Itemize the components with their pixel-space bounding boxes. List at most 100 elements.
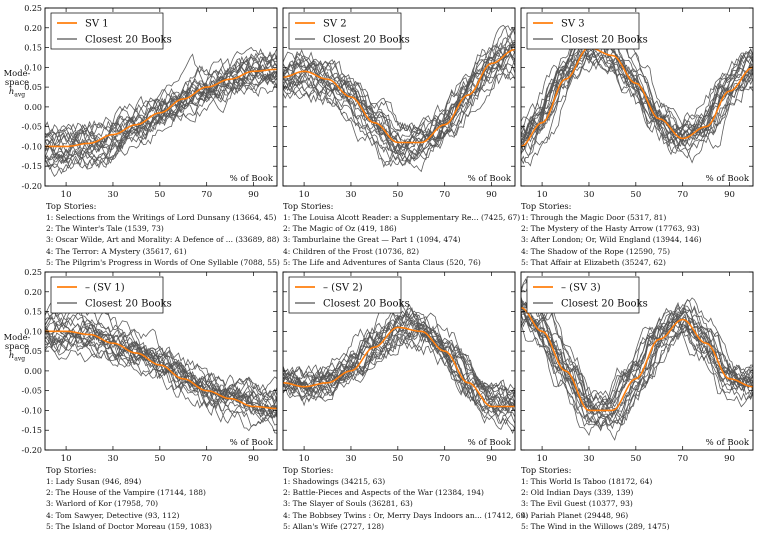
stories-header: Top Stories: bbox=[521, 201, 572, 211]
legend-box bbox=[288, 12, 402, 50]
y-tick-label: 0.25 bbox=[24, 268, 42, 277]
chart-panel-5: 10 30 50 70 90 % of Book – (SV 2) Closest 20 Bo… bbox=[282, 271, 516, 464]
story-item: 3: Tamburlaine the Great — Part 1 (1094,… bbox=[283, 235, 461, 245]
story-item: 1: Selections from the Writings of Lord … bbox=[46, 213, 277, 222]
closest-book-line bbox=[521, 311, 753, 411]
stories-header: Top Stories: bbox=[46, 201, 97, 211]
y-axis-label-top: Mode-space havg bbox=[3, 68, 31, 99]
x-axis-label: % of Book bbox=[706, 174, 750, 184]
story-item: 1: The Louisa Alcott Reader: a Supplemen… bbox=[283, 213, 521, 222]
story-item: 2: Battle-Pieces and Aspects of the War … bbox=[283, 488, 484, 498]
closest-book-line bbox=[283, 318, 515, 408]
legend-box bbox=[526, 276, 640, 314]
lines-group bbox=[521, 15, 753, 167]
chart-panel-4: 10 30 50 70 90 0.25 0.20 0.15 0.10 0.05 0.00 -0.05 -… bbox=[21, 268, 278, 464]
closest-book-line bbox=[45, 334, 277, 426]
x-axis-label: % of Book bbox=[706, 438, 750, 448]
lines-group bbox=[283, 296, 515, 435]
legend-box bbox=[526, 12, 640, 50]
y-tick-label: 0.10 bbox=[24, 63, 42, 72]
y-tick-label: -0.10 bbox=[21, 406, 42, 415]
lines-group bbox=[521, 275, 753, 441]
story-item: 3: The Slayer of Souls (36281, 63) bbox=[283, 499, 413, 509]
y-tick-label: -0.15 bbox=[21, 162, 42, 171]
closest-book-line bbox=[45, 65, 277, 145]
x-tick-label: 50 bbox=[392, 454, 403, 464]
lines-group bbox=[45, 46, 277, 177]
stories-header: Top Stories: bbox=[283, 201, 334, 211]
x-tick-label: 90 bbox=[248, 454, 259, 464]
closest-book-line bbox=[521, 303, 753, 441]
closest-book-line bbox=[521, 304, 753, 415]
legend-label-sv: SV 2 bbox=[323, 19, 347, 30]
story-item: 5: The Pilgrim's Progress in Words of On… bbox=[46, 257, 280, 267]
closest-book-line bbox=[283, 71, 515, 155]
plot-frame bbox=[282, 271, 516, 451]
x-tick-label: 90 bbox=[724, 190, 735, 200]
y-tick-label: 0.25 bbox=[24, 4, 42, 13]
y-tick-label: 0.15 bbox=[24, 308, 42, 317]
legend-label-sv: – (SV 3) bbox=[561, 283, 601, 294]
legend: SV 3 Closest 20 Books bbox=[526, 12, 648, 50]
top-stories-sv3: Top Stories: 1: Through the Magic Door (… bbox=[521, 200, 702, 268]
legend: SV 2 Closest 20 Books bbox=[288, 12, 410, 50]
x-tick-label: 50 bbox=[154, 190, 165, 200]
closest-book-line bbox=[521, 37, 753, 154]
top-stories-neg-sv1: Top Stories: 1: Lady Susan (946, 894) 2:… bbox=[46, 464, 212, 532]
y-tick-label: 0.20 bbox=[24, 288, 42, 297]
closest-book-line bbox=[45, 48, 277, 163]
chart-panel-2: 10 30 50 70 90 % of Book SV 2 Closest 20 Books bbox=[282, 7, 516, 200]
closest-book-line bbox=[45, 67, 277, 177]
x-tick-label: 10 bbox=[537, 454, 548, 464]
x-tick-label: 10 bbox=[61, 190, 72, 200]
story-item: 3: After London; Or, Wild England (13944… bbox=[521, 235, 702, 245]
x-tick-label: 70 bbox=[201, 190, 212, 200]
sv-series-line bbox=[521, 46, 753, 148]
closest-book-line bbox=[521, 275, 753, 414]
y-tick-label: -0.15 bbox=[21, 426, 42, 435]
chart-panel-6: 10 30 50 70 90 % of Book – (SV 3) Closest 20 Bo… bbox=[520, 271, 754, 464]
y-tick-label: 0.20 bbox=[24, 24, 42, 33]
y-axis-label-bottom: Mode-space havg bbox=[3, 332, 31, 363]
story-item: 5: That Affair at Elizabeth (35247, 62) bbox=[521, 257, 666, 267]
x-tick-label: 90 bbox=[486, 454, 497, 464]
x-tick-label: 30 bbox=[346, 190, 357, 200]
closest-book-line bbox=[521, 285, 753, 418]
stories-header: Top Stories: bbox=[521, 465, 572, 475]
closest-book-line bbox=[521, 40, 753, 156]
closest-book-line bbox=[521, 313, 753, 410]
closest-book-line bbox=[283, 40, 515, 141]
plot-frame bbox=[520, 271, 754, 451]
x-axis-label: % of Book bbox=[230, 438, 274, 448]
closest-book-line bbox=[283, 43, 515, 168]
closest-book-line bbox=[45, 58, 277, 165]
plot-frame bbox=[44, 7, 278, 187]
closest-book-line bbox=[521, 299, 753, 411]
story-item: 4: Children of the Frost (10736, 82) bbox=[283, 246, 420, 256]
closest-book-line bbox=[283, 25, 515, 155]
x-axis-label: % of Book bbox=[230, 174, 274, 184]
story-item: 3: Oscar Wilde, Art and Morality: A Defe… bbox=[46, 235, 280, 245]
closest-book-line bbox=[283, 63, 515, 165]
closest-book-line bbox=[283, 315, 515, 404]
closest-book-line bbox=[283, 54, 515, 153]
story-item: 5: The Wind in the Willows (289, 1475) bbox=[521, 521, 670, 531]
legend-label-books: Closest 20 Books bbox=[561, 299, 648, 310]
story-item: 4: Tom Sawyer, Detective (93, 112) bbox=[46, 510, 180, 520]
y-tick-label: -0.20 bbox=[21, 182, 42, 191]
x-tick-label: 10 bbox=[537, 190, 548, 200]
story-item: 4: The Terror: A Mystery (35617, 61) bbox=[46, 246, 187, 256]
sv-series-line bbox=[283, 48, 515, 144]
x-tick-label: 30 bbox=[584, 190, 595, 200]
x-tick-label: 70 bbox=[439, 454, 450, 464]
y-tick-label: 0.00 bbox=[24, 367, 42, 376]
closest-book-line bbox=[45, 320, 277, 403]
story-item: 2: The House of the Vampire (17144, 188) bbox=[46, 488, 206, 498]
x-tick-label: 30 bbox=[346, 454, 357, 464]
closest-book-line bbox=[45, 308, 277, 401]
x-tick-label: 50 bbox=[630, 454, 641, 464]
story-item: 2: The Magic of Oz (419, 186) bbox=[283, 224, 397, 234]
legend: – (SV 1) Closest 20 Books bbox=[50, 276, 172, 314]
legend-box bbox=[288, 276, 402, 314]
x-tick-label: 30 bbox=[108, 190, 119, 200]
